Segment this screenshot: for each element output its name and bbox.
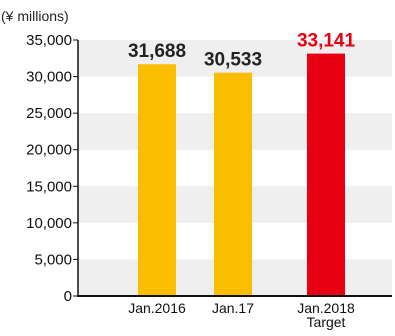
y-tick-label: 10,000 <box>26 215 72 232</box>
category-label: Jan.17 <box>212 300 254 316</box>
y-tick-label: 25,000 <box>26 105 72 122</box>
y-tick-label: 35,000 <box>26 32 72 49</box>
data-label: 30,533 <box>204 50 262 71</box>
unit-label: (¥ millions) <box>1 8 69 24</box>
y-tick-label: 5,000 <box>34 251 72 268</box>
y-tick-label: 20,000 <box>26 142 72 159</box>
y-tick-label: 30,000 <box>26 69 72 86</box>
y-tick-label: 0 <box>64 288 72 305</box>
bar <box>214 72 252 296</box>
bars: 31,688 Jan.2016 30,533 Jan.17 33,141 Jan.2018… <box>128 31 356 330</box>
category-label: Target <box>307 314 346 330</box>
data-label: 31,688 <box>128 41 186 62</box>
bar <box>307 53 345 296</box>
bar <box>138 64 176 296</box>
y-axis-ticks: 0 5,000 10,000 15,000 20,000 25,000 30,000 35,0… <box>26 32 78 305</box>
category-label: Jan.2016 <box>128 300 186 316</box>
data-label: 33,141 <box>297 31 356 52</box>
y-tick-label: 15,000 <box>26 178 72 195</box>
category-label: Jan.2018 <box>297 300 355 316</box>
